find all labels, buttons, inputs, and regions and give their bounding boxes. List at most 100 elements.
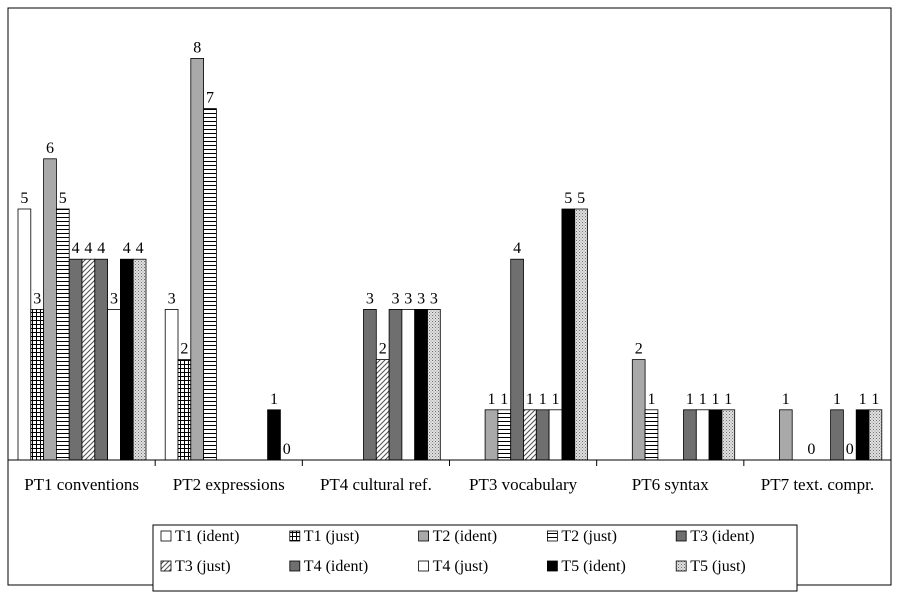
legend-label: T4 (just) (433, 558, 489, 575)
data-label: 0 (807, 441, 815, 458)
data-label: 1 (539, 391, 547, 408)
bar-t3-just (375, 359, 390, 461)
data-label: 1 (724, 391, 732, 408)
data-label: 3 (392, 290, 400, 307)
legend-item-t5-ident: T5 (ident) (547, 558, 626, 575)
bar-t4-ident (94, 258, 109, 461)
data-label: 1 (488, 391, 496, 408)
bar-t2-ident (43, 158, 57, 461)
bar-t4-ident (830, 409, 844, 461)
bar-t2-just (644, 409, 659, 461)
legend-swatch (160, 530, 172, 542)
data-label: 4 (72, 240, 80, 257)
legend-item-t3-ident: T3 (ident) (675, 528, 755, 545)
data-label: 1 (500, 391, 508, 408)
x-tick-label: PT6 syntax (632, 475, 709, 494)
data-label: 1 (648, 391, 656, 408)
legend-label: T2 (just) (561, 528, 617, 545)
data-label: 4 (513, 240, 521, 257)
bar-t2-just (203, 108, 217, 461)
bar-t5-ident (708, 409, 723, 461)
bar-t1-just (177, 359, 192, 461)
x-tick-label: PT1 conventions (24, 475, 139, 494)
legend-item-t5-just: T5 (just) (675, 558, 746, 575)
bar-t5-just (868, 409, 883, 461)
legend-swatch (547, 530, 558, 542)
legend-label: T2 (ident) (433, 528, 497, 545)
data-label: 3 (110, 290, 118, 307)
data-label: 0 (846, 441, 854, 458)
legend-swatch (289, 560, 301, 572)
bar-t4-just (695, 409, 710, 461)
bar-t4-ident (683, 409, 697, 461)
bar-t5-ident (267, 409, 281, 461)
data-label: 1 (833, 391, 841, 408)
data-label: 3 (366, 290, 374, 307)
data-label: 3 (430, 290, 438, 307)
bar-t4-just (107, 308, 121, 461)
legend-label: T3 (just) (175, 558, 231, 575)
bar-t4-just (548, 409, 563, 461)
bar-t3-ident (363, 308, 377, 461)
legend-label: T1 (just) (304, 528, 360, 545)
data-label: 1 (270, 391, 278, 408)
legend-item-t3-just: T3 (just) (160, 558, 231, 575)
data-label: 5 (564, 190, 572, 207)
bar-t5-ident (561, 208, 576, 461)
data-label: 5 (20, 190, 28, 207)
legend-item-t4-just: T4 (just) (418, 558, 489, 575)
data-label: 1 (871, 391, 879, 408)
x-tick-label: PT4 cultural ref. (320, 475, 432, 494)
legend-item-t2-just: T2 (just) (547, 528, 617, 545)
data-label: 7 (206, 90, 214, 107)
bar-t5-just (721, 409, 736, 461)
data-label: 3 (417, 290, 425, 307)
bar-t3-ident (510, 258, 524, 461)
data-label: 1 (526, 391, 534, 408)
legend-item-t4-ident: T4 (ident) (289, 558, 368, 575)
data-label: 0 (283, 441, 291, 458)
legend-item-t2-ident: T2 (ident) (418, 528, 497, 545)
legend-swatch (547, 560, 558, 572)
bar-t5-just (132, 258, 147, 461)
bar-t5-ident (855, 409, 870, 461)
data-label: 8 (193, 39, 201, 56)
data-label: 5 (577, 190, 585, 207)
bar-t3-just (81, 258, 96, 461)
legend-swatch (418, 560, 430, 572)
bar-t4-ident (388, 308, 403, 461)
legend-item-t1-ident: T1 (ident) (160, 528, 239, 545)
bar-t2-ident (190, 58, 205, 461)
bar-t1-ident (164, 308, 179, 461)
legend-label: T1 (ident) (175, 528, 239, 545)
legend-label: T5 (ident) (561, 558, 625, 575)
x-tick-label: PT3 vocabulary (469, 475, 578, 494)
legend-swatch (675, 560, 687, 572)
legend-swatch (160, 560, 172, 572)
data-label: 4 (123, 240, 131, 257)
data-label: 5 (59, 190, 67, 207)
data-label: 1 (699, 391, 707, 408)
bar-t5-ident (414, 308, 428, 461)
bar-t2-ident (484, 409, 499, 461)
x-tick-label: PT7 text. compr. (761, 475, 874, 494)
data-label: 4 (84, 240, 92, 257)
data-label: 1 (552, 391, 560, 408)
data-label: 2 (180, 341, 188, 358)
bar-t5-ident (120, 258, 134, 461)
bar-t5-just (574, 208, 588, 461)
bar-t3-just (523, 409, 537, 461)
data-label: 4 (97, 240, 105, 257)
data-label: 2 (379, 341, 387, 358)
bar-t1-ident (17, 208, 32, 461)
data-label: 2 (635, 341, 643, 358)
legend-label: T5 (just) (690, 558, 746, 575)
data-label: 3 (168, 290, 176, 307)
bar-t4-just (401, 308, 416, 461)
data-label: 3 (404, 290, 412, 307)
legend-swatch (418, 530, 430, 542)
legend-swatch (289, 530, 301, 542)
bar-t3-ident (68, 258, 83, 461)
